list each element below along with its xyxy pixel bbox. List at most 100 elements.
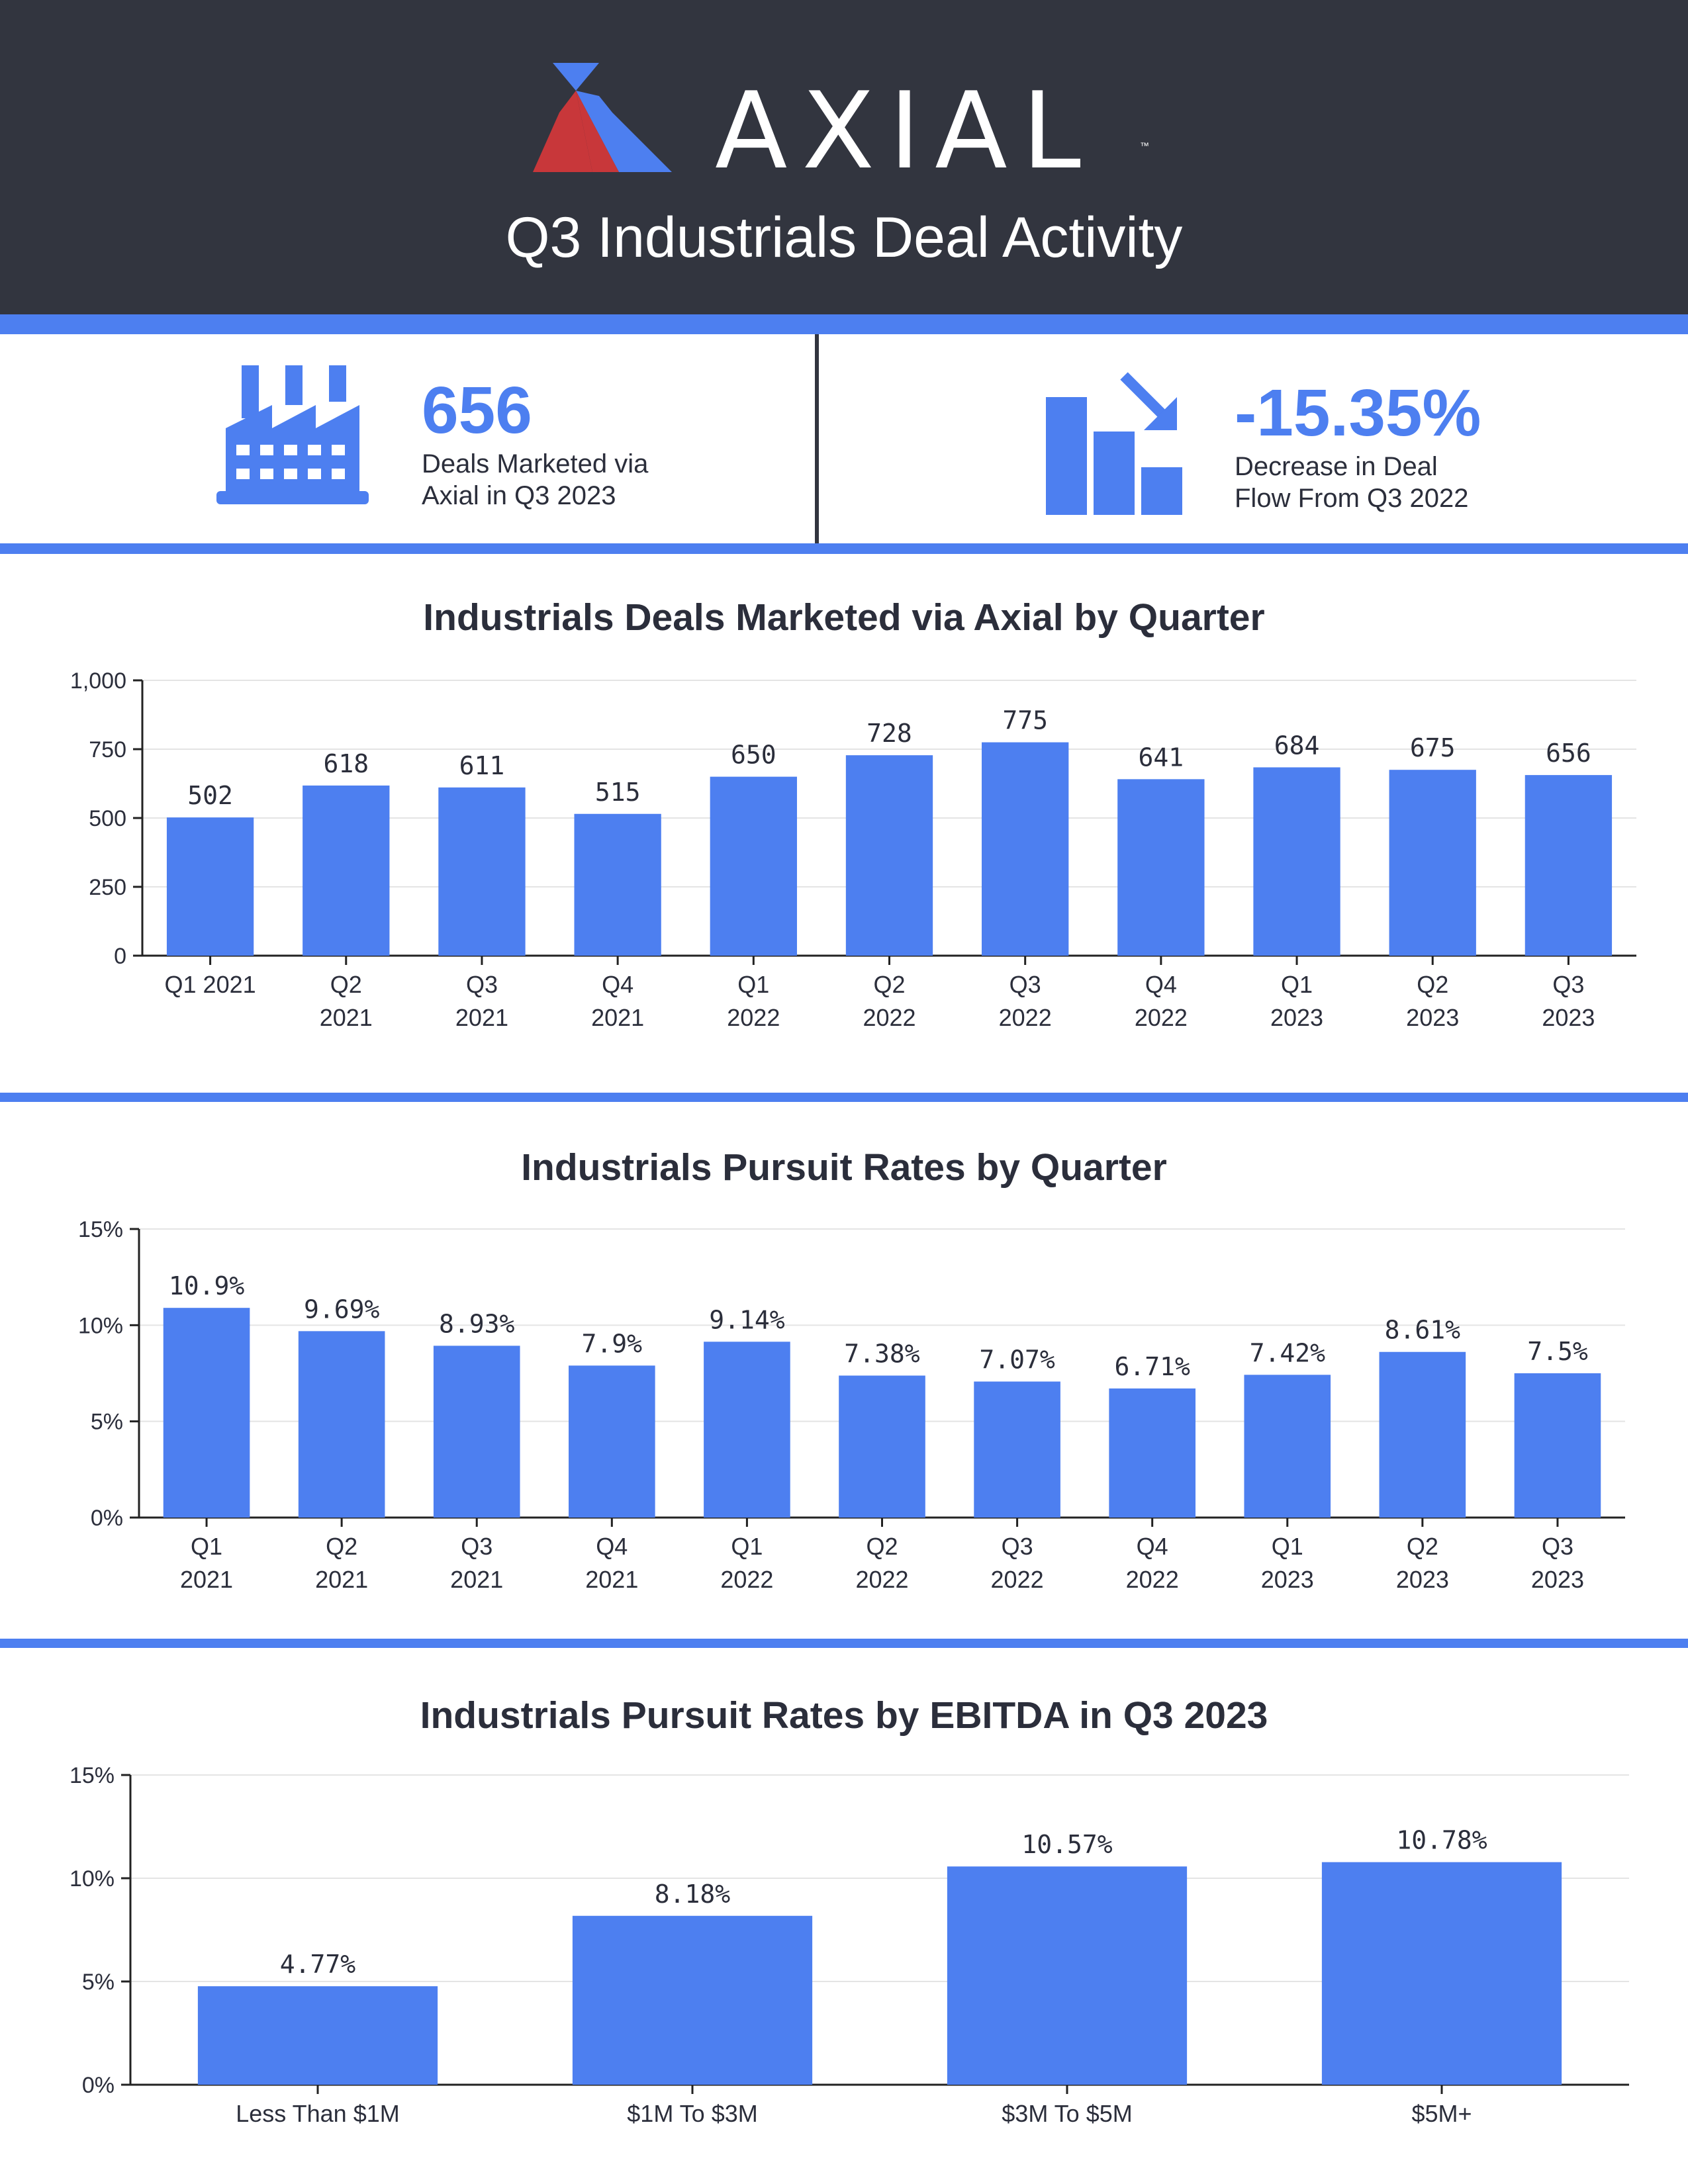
x-tick-label: 2021 [315,1566,368,1593]
y-tick-label: 0% [82,2073,115,2098]
x-tick-label: Q2 [866,1533,898,1560]
section-divider [0,543,1688,554]
y-tick-label: 250 [89,875,126,900]
page-title: Q3 Industrials Deal Activity [505,206,1183,269]
chart-title: Industrials Deals Marketed via Axial by … [423,596,1265,639]
x-tick-label: Q2 [326,1533,357,1560]
bar [710,776,797,956]
x-tick-label: 2022 [1126,1566,1179,1593]
y-tick-label: 5% [91,1410,123,1435]
y-tick-label: 15% [78,1217,123,1242]
x-tick-label: Q3 [1542,1533,1573,1560]
bar [1117,779,1205,956]
x-tick-label: 2021 [320,1004,373,1031]
bar [1514,1373,1601,1518]
x-tick-label: Q2 [873,971,905,998]
bar [1253,767,1340,956]
x-tick-label: Q1 [731,1533,763,1560]
x-tick-label: 2021 [585,1566,638,1593]
y-tick-label: 15% [70,1763,115,1788]
x-tick-label: 2023 [1406,1004,1459,1031]
header-banner: AXIAL ™ Q3 Industrials Deal Activity [0,0,1688,314]
caption-line: Axial in Q3 2023 [422,481,616,510]
data-label: 684 [1274,731,1320,760]
section-divider [0,1639,1688,1648]
caption-line: Flow From Q3 2022 [1235,484,1469,513]
chart-title: Industrials Pursuit Rates by Quarter [521,1146,1167,1189]
y-tick-label: 10% [70,1866,115,1891]
x-tick-label: Q1 [1272,1533,1303,1560]
bar [974,1381,1060,1518]
x-tick-label: Q4 [596,1533,628,1560]
chart-title: Industrials Pursuit Rates by EBITDA in Q… [420,1694,1268,1737]
data-label: 775 [1002,706,1048,735]
x-tick-label: 2022 [991,1566,1044,1593]
x-tick-label: 2022 [855,1566,908,1593]
bar [845,755,933,956]
data-label: 7.42% [1250,1338,1326,1367]
x-tick-label: 2023 [1542,1004,1595,1031]
data-label: 656 [1546,739,1591,768]
y-tick-label: 500 [89,806,126,831]
x-tick-label: 2021 [591,1004,644,1031]
deal-flow-change-value: -15.35% [1235,376,1481,450]
x-tick-label: 2021 [450,1566,503,1593]
x-tick-label: Q3 [1002,1533,1033,1560]
x-tick-label: Q1 [191,1533,222,1560]
x-tick-label: 2022 [863,1004,915,1031]
x-tick-label: 2022 [1135,1004,1188,1031]
data-label: 515 [595,778,641,807]
bar [1321,1862,1562,2085]
x-tick-label: Q4 [1145,971,1177,998]
data-label: 10.78% [1396,1826,1487,1855]
pursuit-rates-by-ebitda-chart: 0% 5% 10% 15% 4.77% Less Than $1M 8.18% $1M To … [70,1763,1629,2127]
data-label: 611 [459,751,505,780]
data-label: 675 [1410,733,1456,762]
caption-line: Decrease in Deal [1235,452,1438,481]
data-label: 9.69% [304,1295,380,1324]
x-tick-label: 2023 [1531,1566,1584,1593]
data-label: 641 [1139,743,1184,772]
x-tick-label: 2022 [727,1004,780,1031]
data-label: 10.57% [1021,1830,1112,1859]
deals-marketed-value: 656 [422,373,532,447]
bar [839,1375,925,1518]
x-tick-label: Q3 [461,1533,492,1560]
y-tick-label: 750 [89,737,126,762]
x-tick-label: 2021 [455,1004,508,1031]
x-tick-label: Q4 [1137,1533,1168,1560]
data-label: 8.61% [1385,1316,1461,1345]
bar [166,817,254,956]
data-label: 7.9% [582,1329,643,1358]
x-tick-label: 2022 [720,1566,773,1593]
bar [1524,775,1613,956]
x-tick-label: 2023 [1261,1566,1314,1593]
data-label: 7.38% [844,1339,920,1368]
pursuit-rates-by-quarter-chart: 0% 5% 10% 15% 10.9% Q1 2021 9.69% Q2 2021 8.93% Q3 2… [78,1217,1625,1593]
bar [1244,1375,1331,1518]
x-tick-label: Q1 2021 [165,971,256,998]
bar [1109,1388,1196,1518]
data-label: 7.07% [979,1345,1055,1374]
x-tick-label: 2023 [1270,1004,1323,1031]
data-label: 10.9% [169,1271,245,1300]
bar [197,1986,438,2085]
y-tick-label: 0% [91,1506,123,1531]
x-tick-label: Less Than $1M [236,2100,399,2127]
x-tick-label: Q2 [1407,1533,1438,1560]
bar [982,742,1069,956]
data-label: 4.77% [280,1950,356,1979]
y-tick-label: 5% [82,1970,115,1995]
x-tick-label: Q1 [1281,971,1313,998]
bar [433,1345,520,1518]
section-divider [0,1093,1688,1102]
data-label: 502 [187,781,233,810]
data-label: 650 [731,741,776,770]
data-label: 8.93% [439,1309,515,1338]
bar [1389,770,1476,956]
data-label: 618 [323,749,369,778]
section-divider [0,314,1688,334]
data-label: 728 [867,719,912,748]
data-label: 6.71% [1114,1352,1190,1381]
y-tick-label: 1,000 [70,668,126,694]
